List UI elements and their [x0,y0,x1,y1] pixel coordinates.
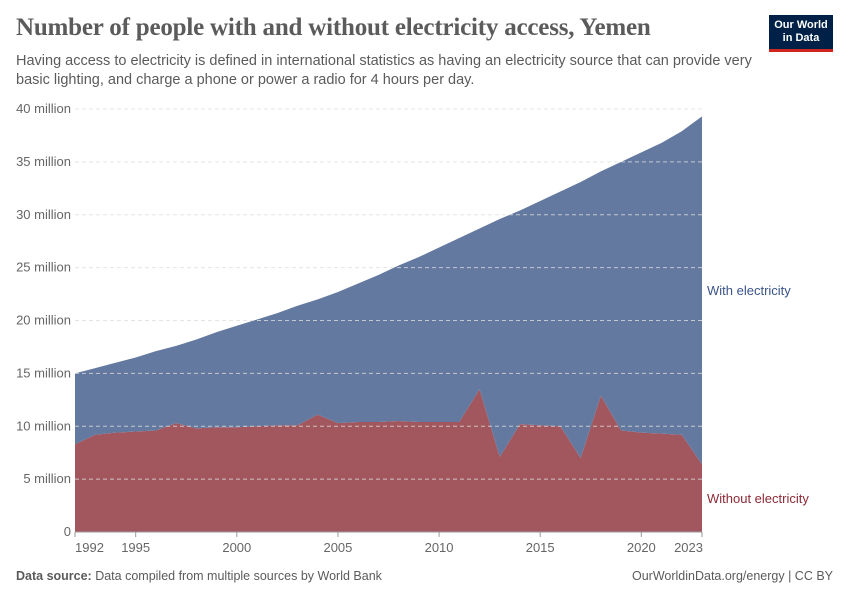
y-tick-label: 30 million [16,207,71,222]
area-without-electricity [75,389,702,532]
credit-link[interactable]: OurWorldinData.org/energy | CC BY [631,569,833,583]
y-tick-label: 35 million [16,154,71,169]
x-tick-label: 2015 [526,540,555,555]
y-tick-label: 0 [64,524,71,539]
chart-title: Number of people with and without electr… [16,14,651,41]
source-label: Data source: [16,569,92,583]
x-tick-label: 2023 [674,540,703,555]
x-tick-label: 1995 [121,540,150,555]
y-tick-label: 5 million [23,471,71,486]
x-tick-label: 2005 [323,540,352,555]
chart-subtitle: Having access to electricity is defined … [16,53,752,88]
data-source: Data source: Data compiled from multiple… [16,569,382,583]
x-tick-label: 2010 [425,540,454,555]
y-tick-label: 20 million [16,313,71,328]
x-tick-label: 2020 [627,540,656,555]
y-tick-label: 15 million [16,365,71,380]
y-tick-label: 10 million [16,418,71,433]
y-tick-label: 25 million [16,260,71,275]
y-tick-label: 40 million [16,101,71,116]
x-tick-label: 2000 [222,540,251,555]
owid-logo[interactable]: Our World in Data [769,15,833,52]
legend-label: With electricity [707,283,791,298]
legend-label: Without electricity [707,491,809,506]
x-tick-label: 1992 [75,540,104,555]
area-with-electricity [75,116,702,465]
source-text: Data compiled from multiple sources by W… [91,569,382,583]
